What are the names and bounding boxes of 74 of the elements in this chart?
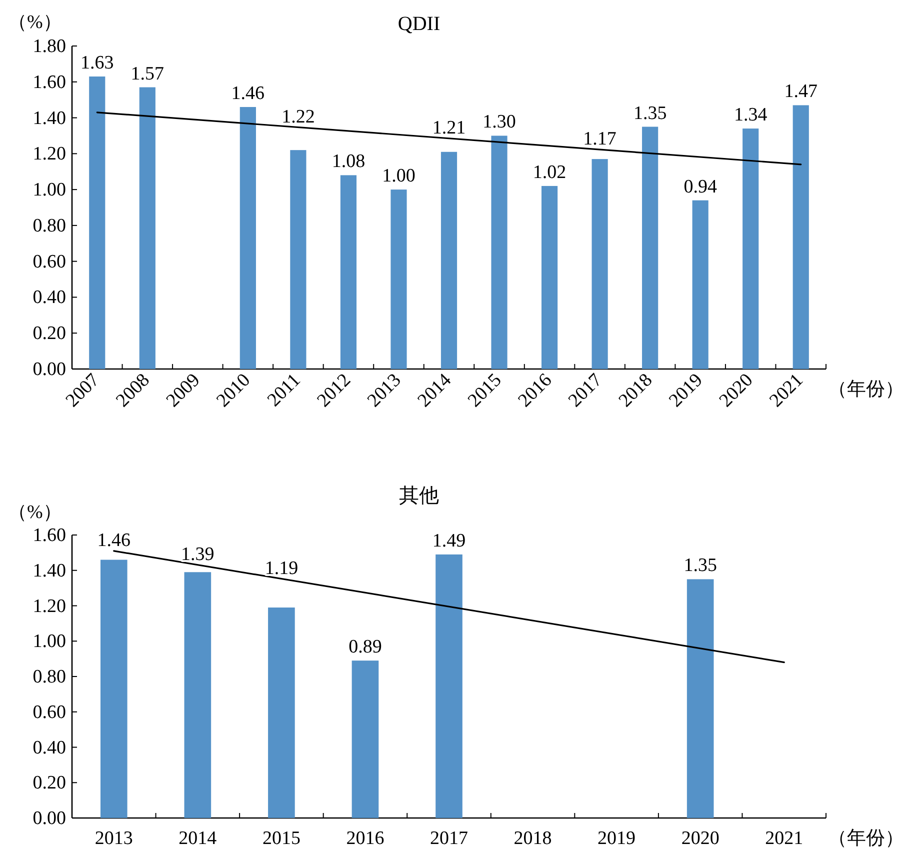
bar: [491, 136, 508, 369]
y-tick-label: 0.00: [32, 359, 66, 380]
x-tick-label: 2015: [262, 828, 300, 849]
bar: [436, 554, 462, 818]
data-label: 1.35: [633, 102, 667, 124]
bar: [100, 560, 128, 818]
data-label: 1.22: [282, 106, 315, 128]
x-tick-label: 2018: [514, 828, 552, 849]
x-axis-title: （年份）: [828, 379, 904, 400]
y-tick-label: 0.60: [32, 251, 66, 272]
x-tick-label: 2013: [94, 828, 133, 849]
y-tick-label: 0.40: [32, 737, 66, 758]
bar: [184, 572, 212, 818]
data-label: 1.39: [181, 544, 214, 565]
x-tick-label: 2021: [765, 828, 804, 849]
bar: [592, 159, 608, 369]
chart-title: QDII: [398, 13, 440, 35]
data-label: 1.19: [264, 558, 298, 579]
bar: [541, 186, 558, 369]
y-tick-label: 0.00: [32, 808, 66, 829]
data-label: 1.35: [684, 555, 717, 576]
x-tick-label: 2019: [598, 828, 636, 849]
data-label: 0.89: [348, 636, 382, 658]
bar: [390, 190, 407, 369]
y-tick-label: 1.60: [32, 72, 66, 93]
x-tick-label: 2020: [681, 828, 720, 849]
y-tick-label: 0.20: [32, 772, 66, 794]
chart-title: 其他: [399, 485, 439, 507]
y-tick-label: 0.80: [32, 666, 66, 688]
y-tick-label: 1.20: [32, 144, 66, 165]
data-label: 1.34: [734, 104, 768, 126]
bar: [692, 200, 708, 369]
y-tick-label: 1.80: [32, 36, 66, 57]
bar: [792, 105, 809, 369]
y-tick-label: 1.00: [32, 631, 66, 652]
y-tick-label: 1.20: [32, 596, 66, 617]
x-tick-label: 2014: [178, 828, 218, 849]
bar: [440, 152, 458, 369]
data-label: 1.21: [432, 117, 466, 138]
bar: [686, 579, 714, 818]
x-tick-label: 2017: [430, 828, 468, 849]
y-tick-label: 0.80: [32, 215, 66, 236]
bar: [290, 150, 306, 369]
data-label: 1.30: [482, 112, 516, 133]
data-label: 1.57: [130, 63, 164, 84]
bar: [139, 87, 156, 369]
data-label: 0.94: [684, 176, 718, 198]
data-label: 1.17: [583, 128, 616, 150]
data-label: 1.49: [432, 530, 466, 552]
y-tick-label: 1.40: [32, 560, 66, 582]
data-label: 1.46: [231, 83, 265, 104]
data-label: 1.63: [80, 52, 114, 74]
bar: [340, 175, 357, 369]
y-tick-label: 0.20: [32, 323, 66, 344]
x-axis-title: （年份）: [828, 828, 904, 849]
bar: [268, 608, 295, 818]
bar: [642, 126, 658, 369]
x-tick-label: 2016: [346, 828, 384, 849]
y-axis-title: （%）: [8, 12, 62, 33]
y-tick-label: 1.40: [32, 108, 66, 129]
bar: [89, 76, 106, 369]
bar: [352, 660, 379, 818]
bar: [240, 107, 256, 369]
data-label: 1.08: [332, 151, 366, 172]
data-label: 1.02: [532, 162, 566, 183]
data-label: 1.00: [382, 166, 416, 187]
y-axis-title: （%）: [8, 502, 62, 523]
y-tick-label: 1.60: [32, 525, 66, 546]
bar: [742, 128, 759, 369]
data-label: 1.46: [97, 530, 131, 551]
y-tick-label: 0.40: [32, 287, 66, 308]
y-tick-label: 1.00: [32, 180, 66, 201]
data-label: 1.47: [784, 81, 818, 102]
y-tick-label: 0.60: [32, 702, 66, 723]
